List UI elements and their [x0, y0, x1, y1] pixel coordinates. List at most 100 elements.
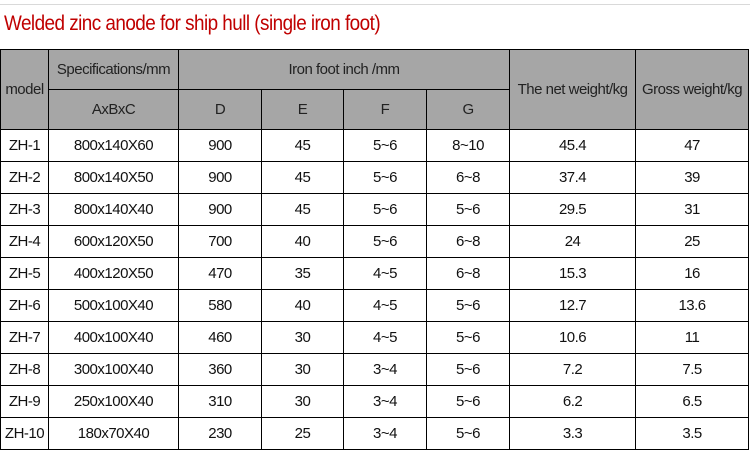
cell-g: 8~10: [425, 129, 511, 162]
cell-net-weight: 29.5: [509, 193, 637, 226]
cell-spec: 800x140X60: [48, 129, 179, 162]
cell-spec: 800x140X50: [48, 161, 179, 194]
cell-model: ZH-8: [0, 353, 49, 386]
header-d: D: [178, 89, 262, 130]
cell-f: 5~6: [343, 225, 427, 258]
cell-gross-weight: 16: [635, 257, 750, 290]
cell-e: 40: [261, 225, 344, 258]
cell-model: ZH-3: [0, 193, 49, 226]
header-model: model: [0, 49, 49, 130]
cell-model: ZH-4: [0, 225, 49, 258]
cell-gross-weight: 39: [635, 161, 750, 194]
cell-spec: 400x120X50: [48, 257, 179, 290]
cell-g: 5~6: [425, 417, 511, 450]
header-spec: Specifications/mm: [48, 49, 179, 90]
cell-d: 900: [178, 161, 262, 194]
cell-d: 470: [178, 257, 262, 290]
cell-g: 6~8: [425, 161, 511, 194]
cell-e: 30: [261, 385, 344, 418]
cell-g: 6~8: [425, 225, 511, 258]
cell-f: 4~5: [343, 321, 427, 354]
cell-d: 900: [178, 129, 262, 162]
cell-gross-weight: 7.5: [635, 353, 750, 386]
cell-gross-weight: 13.6: [635, 289, 750, 322]
table-row: ZH-6 500x100X40 580 40 4~5 5~6 12.7 13.6: [0, 289, 750, 322]
cell-net-weight: 3.3: [509, 417, 637, 450]
cell-spec: 800x140X40: [48, 193, 179, 226]
table-row: ZH-1 800x140X60 900 45 5~6 8~10 45.4 47: [0, 129, 750, 162]
cell-net-weight: 15.3: [509, 257, 637, 290]
header-net-weight: The net weight/kg: [509, 49, 637, 130]
cell-d: 700: [178, 225, 262, 258]
cell-model: ZH-6: [0, 289, 49, 322]
cell-model: ZH-5: [0, 257, 49, 290]
cell-gross-weight: 47: [635, 129, 750, 162]
cell-g: 5~6: [425, 321, 511, 354]
cell-gross-weight: 31: [635, 193, 750, 226]
sheet-gridline: [0, 0, 750, 5]
cell-g: 5~6: [425, 385, 511, 418]
cell-g: 5~6: [425, 193, 511, 226]
cell-g: 5~6: [425, 353, 511, 386]
cell-d: 310: [178, 385, 262, 418]
cell-d: 230: [178, 417, 262, 450]
cell-d: 460: [178, 321, 262, 354]
cell-spec: 600x120X50: [48, 225, 179, 258]
spec-table: model Specifications/mm Iron foot inch /…: [0, 49, 750, 450]
table-row: ZH-7 400x100X40 460 30 4~5 5~6 10.6 11: [0, 321, 750, 354]
table-row: ZH-10 180x70X40 230 25 3~4 5~6 3.3 3.5: [0, 417, 750, 450]
cell-f: 3~4: [343, 353, 427, 386]
header-iron-foot: Iron foot inch /mm: [177, 49, 511, 90]
table-row: ZH-8 300x100X40 360 30 3~4 5~6 7.2 7.5: [0, 353, 750, 386]
cell-e: 30: [261, 353, 344, 386]
cell-net-weight: 45.4: [509, 129, 637, 162]
cell-net-weight: 24: [509, 225, 637, 258]
table-row: ZH-2 800x140X50 900 45 5~6 6~8 37.4 39: [0, 161, 750, 194]
table-row: ZH-5 400x120X50 470 35 4~5 6~8 15.3 16: [0, 257, 750, 290]
cell-e: 45: [261, 129, 344, 162]
cell-f: 4~5: [343, 257, 427, 290]
header-e: E: [261, 89, 344, 130]
cell-d: 900: [178, 193, 262, 226]
cell-d: 580: [178, 289, 262, 322]
cell-f: 4~5: [343, 289, 427, 322]
header-g: G: [425, 89, 511, 130]
cell-gross-weight: 3.5: [635, 417, 750, 450]
cell-model: ZH-9: [0, 385, 49, 418]
page-title: Welded zinc anode for ship hull (single …: [4, 12, 381, 35]
cell-gross-weight: 6.5: [635, 385, 750, 418]
cell-model: ZH-1: [0, 129, 49, 162]
cell-model: ZH-10: [0, 417, 49, 450]
cell-gross-weight: 25: [635, 225, 750, 258]
table-row: ZH-3 800x140X40 900 45 5~6 5~6 29.5 31: [0, 193, 750, 226]
cell-f: 5~6: [343, 161, 427, 194]
header-axbxc: AxBxC: [48, 89, 179, 130]
cell-e: 30: [261, 321, 344, 354]
cell-net-weight: 6.2: [509, 385, 637, 418]
table-row: ZH-9 250x100X40 310 30 3~4 5~6 6.2 6.5: [0, 385, 750, 418]
cell-net-weight: 10.6: [509, 321, 637, 354]
cell-g: 5~6: [425, 289, 511, 322]
header-gross-weight: Gross weight/kg: [635, 49, 750, 130]
cell-d: 360: [178, 353, 262, 386]
cell-net-weight: 37.4: [509, 161, 637, 194]
cell-f: 5~6: [343, 129, 427, 162]
cell-f: 3~4: [343, 417, 427, 450]
cell-g: 6~8: [425, 257, 511, 290]
cell-model: ZH-7: [0, 321, 49, 354]
cell-model: ZH-2: [0, 161, 49, 194]
table-row: ZH-4 600x120X50 700 40 5~6 6~8 24 25: [0, 225, 750, 258]
cell-e: 45: [261, 161, 344, 194]
cell-spec: 400x100X40: [48, 321, 179, 354]
cell-f: 5~6: [343, 193, 427, 226]
cell-spec: 500x100X40: [48, 289, 179, 322]
cell-spec: 180x70X40: [48, 417, 179, 450]
cell-e: 25: [261, 417, 344, 450]
cell-spec: 300x100X40: [48, 353, 179, 386]
cell-e: 35: [261, 257, 344, 290]
header-f: F: [343, 89, 427, 130]
cell-net-weight: 7.2: [509, 353, 637, 386]
cell-spec: 250x100X40: [48, 385, 179, 418]
cell-f: 3~4: [343, 385, 427, 418]
cell-e: 40: [261, 289, 344, 322]
